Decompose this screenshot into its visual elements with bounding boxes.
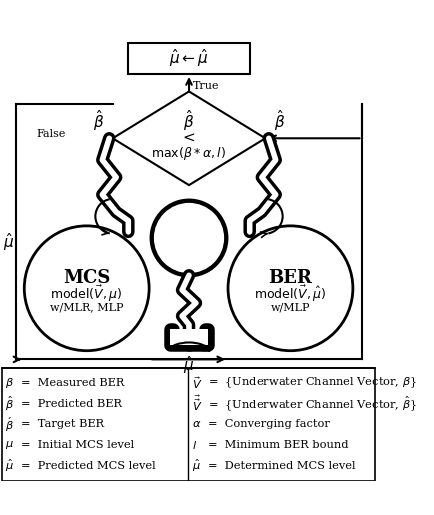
Text: =  Initial MCS level: = Initial MCS level [21, 440, 134, 450]
Text: =  Determined MCS level: = Determined MCS level [207, 461, 355, 471]
Text: =  {Underwater Channel Vector, $\beta$}: = {Underwater Channel Vector, $\beta$} [207, 375, 416, 390]
Text: w/MLR, MLP: w/MLR, MLP [50, 302, 123, 313]
Text: $\acute{\beta}$: $\acute{\beta}$ [5, 415, 14, 434]
Text: $l$: $l$ [192, 439, 197, 451]
Polygon shape [170, 329, 207, 345]
Text: $\vec{\vec{V}}$: $\vec{\vec{V}}$ [192, 394, 202, 414]
Text: $\hat{\mu}$: $\hat{\mu}$ [183, 354, 194, 376]
Text: =  Minimum BER bound: = Minimum BER bound [207, 440, 348, 450]
Text: $\hat{\beta}$: $\hat{\beta}$ [183, 109, 194, 133]
Text: $\vec{V}$: $\vec{V}$ [192, 375, 202, 390]
Text: =  Predicted MCS level: = Predicted MCS level [21, 461, 155, 471]
Text: =  Target BER: = Target BER [21, 419, 104, 430]
Text: =  Predicted BER: = Predicted BER [21, 399, 122, 408]
Text: $\hat{\mu}$: $\hat{\mu}$ [3, 231, 14, 253]
Text: $\beta$: $\beta$ [5, 375, 14, 390]
Text: =  {Underwater Channel Vector, $\hat{\beta}$}: = {Underwater Channel Vector, $\hat{\bet… [207, 394, 416, 413]
Text: $\mathrm{max}(\beta * \alpha, l)$: $\mathrm{max}(\beta * \alpha, l)$ [151, 145, 226, 162]
Text: =  Converging factor: = Converging factor [207, 419, 329, 430]
Text: w/MLP: w/MLP [270, 302, 309, 313]
Text: $\hat{\mu}$: $\hat{\mu}$ [5, 458, 14, 474]
Text: $\mathrm{model}(\vec{V}, \hat{\mu})$: $\mathrm{model}(\vec{V}, \hat{\mu})$ [253, 283, 326, 304]
Text: <: < [182, 131, 195, 145]
Circle shape [149, 199, 228, 278]
Text: False: False [36, 129, 66, 139]
Circle shape [154, 203, 224, 273]
Text: $\mathrm{model}(\vec{V}, \mu)$: $\mathrm{model}(\vec{V}, \mu)$ [50, 283, 123, 304]
Text: $\mu$: $\mu$ [5, 439, 14, 451]
Text: =  Measured BER: = Measured BER [21, 377, 124, 388]
Text: True: True [192, 81, 218, 91]
Text: BER: BER [268, 269, 312, 287]
Text: $\alpha$: $\alpha$ [192, 419, 201, 430]
Text: $\hat{\beta}$: $\hat{\beta}$ [5, 394, 14, 413]
Text: MCS: MCS [63, 269, 110, 287]
Text: $\hat{\mu} \leftarrow \hat{\mu}$: $\hat{\mu} \leftarrow \hat{\mu}$ [169, 47, 208, 70]
Bar [128, 43, 249, 74]
Text: $\hat{\beta}$: $\hat{\beta}$ [273, 109, 285, 133]
Text: $\hat{\beta}$: $\hat{\beta}$ [92, 109, 104, 133]
Text: $\hat{\mu}$: $\hat{\mu}$ [192, 458, 201, 474]
Bar [2, 368, 375, 481]
